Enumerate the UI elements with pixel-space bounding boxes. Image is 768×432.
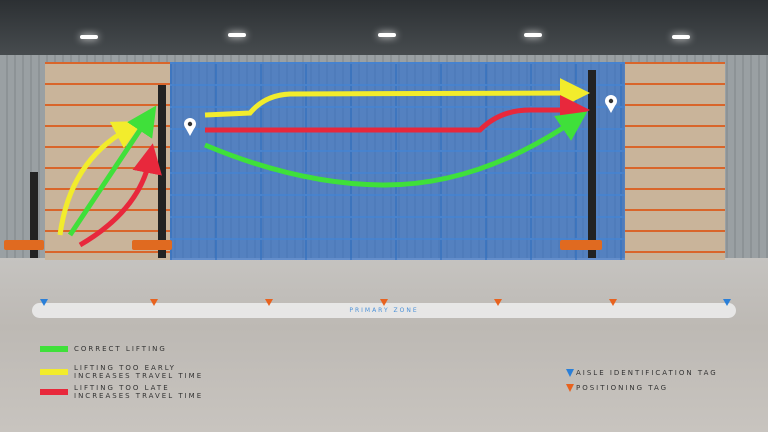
- legend-correct: CORRECT LIFTING: [40, 345, 167, 353]
- forklift-base: [4, 240, 44, 250]
- legend-label: CORRECT LIFTING: [74, 345, 167, 353]
- legend-aisle-tag: AISLE IDENTIFICATION TAG: [566, 369, 718, 377]
- positioning-tag-icon: [494, 299, 502, 306]
- ceiling: [0, 0, 768, 62]
- legend-label: LIFTING TOO LATE INCREASES TRAVEL TIME: [74, 384, 204, 400]
- forklift-base: [560, 240, 602, 250]
- yellow-travel-path: [204, 78, 590, 118]
- location-pin-icon: [605, 95, 617, 113]
- aisle-tag-icon: [723, 299, 731, 306]
- legend-positioning-tag: POSITIONING TAG: [566, 384, 668, 392]
- yellow-lift-path: [57, 120, 144, 236]
- positioning-tag-icon: [609, 299, 617, 306]
- aisle-tag-icon: [566, 369, 574, 377]
- positioning-tag-icon: [150, 299, 158, 306]
- aisle-tag-icon: [40, 299, 48, 306]
- green-travel-path: [204, 111, 588, 188]
- legend-label: LIFTING TOO EARLY INCREASES TRAVEL TIME: [74, 364, 204, 380]
- forklift-mast: [588, 70, 596, 258]
- warehouse-floor: [0, 258, 768, 432]
- ceiling-light: [524, 33, 542, 37]
- green-lift-path: [67, 105, 157, 237]
- positioning-tag-icon: [566, 384, 574, 392]
- legend-too-late: LIFTING TOO LATE INCREASES TRAVEL TIME: [40, 384, 203, 400]
- forklift-base: [132, 240, 172, 250]
- primary-zone-bar: PRIMARY ZONE: [32, 303, 736, 318]
- positioning-tag-icon: [380, 299, 388, 306]
- forklift-mast: [158, 85, 166, 258]
- legend-label: POSITIONING TAG: [576, 384, 669, 392]
- right-rack: [625, 62, 725, 260]
- ceiling-light: [672, 35, 690, 39]
- positioning-tag-icon: [265, 299, 273, 306]
- ceiling-light: [80, 35, 98, 39]
- legend-swatch: [40, 369, 68, 375]
- forklift-mast: [30, 172, 38, 258]
- legend-too-early: LIFTING TOO EARLY INCREASES TRAVEL TIME: [40, 364, 203, 380]
- ceiling-light: [378, 33, 396, 37]
- legend-label: AISLE IDENTIFICATION TAG: [576, 369, 718, 377]
- ceiling-light: [228, 33, 246, 37]
- location-pin-icon: [184, 118, 196, 136]
- red-travel-path: [205, 95, 590, 133]
- legend-swatch: [40, 389, 68, 395]
- red-lift-path: [78, 143, 162, 248]
- legend-swatch: [40, 346, 68, 352]
